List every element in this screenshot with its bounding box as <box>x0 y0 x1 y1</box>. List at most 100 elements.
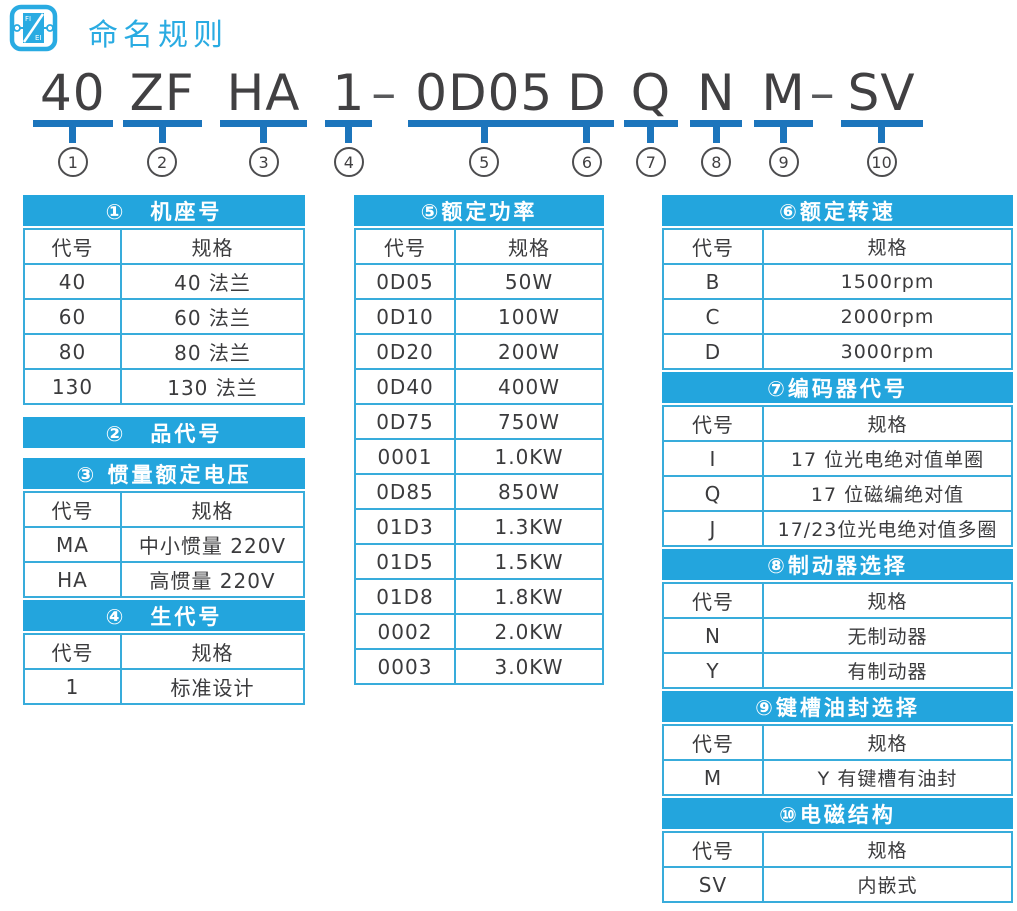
cell-spec: 无制动器 <box>847 626 928 648</box>
cell-spec: Y 有键槽有油封 <box>817 768 958 790</box>
segment-underline <box>325 120 373 127</box>
model-segment-encoder: Q 7 <box>623 64 679 177</box>
col-header-spec: 规格 <box>867 840 908 862</box>
cell-code: 80 <box>25 335 122 368</box>
cell-code: 1 <box>25 670 122 703</box>
cell-spec: 17 位磁编绝对值 <box>810 484 965 506</box>
section-banner-9: ⑨键槽油封选择 <box>662 691 1013 722</box>
table-row: 0002 2.0KW <box>356 615 602 650</box>
cell-code: 60 <box>25 300 122 333</box>
keyway-seal-table: 代号 规格 M Y 有键槽有油封 <box>662 724 1013 796</box>
table-row: N 无制动器 <box>664 619 1011 654</box>
cell-spec: 17 位光电绝对值单圈 <box>790 449 985 471</box>
cell-code: I <box>664 442 764 475</box>
cell-spec: 40 法兰 <box>174 271 251 295</box>
cell-spec: 内嵌式 <box>857 875 918 897</box>
cell-spec: 1500rpm <box>840 270 935 293</box>
col-header-code: 代号 <box>664 230 764 263</box>
cell-spec: 60 法兰 <box>174 306 251 330</box>
col-header-spec: 规格 <box>191 236 234 260</box>
table-row: 01D8 1.8KW <box>356 580 602 615</box>
cell-code: 0D05 <box>356 265 456 298</box>
table-row: D 3000rpm <box>664 335 1011 368</box>
callout-circle-10: 10 <box>866 147 897 177</box>
cell-code: J <box>664 512 764 545</box>
segment-text: Q <box>630 64 672 122</box>
cell-code: M <box>664 761 764 794</box>
column-right: ⑥额定转速 代号 规格 B 1500rpm C 2000rpm D 3000rp… <box>662 193 1013 903</box>
cell-spec: 200W <box>498 339 560 364</box>
model-dash: – <box>371 68 397 118</box>
cell-code: 01D3 <box>356 510 456 543</box>
table-row: 0D05 50W <box>356 265 602 300</box>
table-row: C 2000rpm <box>664 300 1011 335</box>
table-header-row: 代号 规格 <box>25 230 303 265</box>
segment-text: 0D05 <box>415 64 554 122</box>
callout-circle-2: 2 <box>147 147 178 177</box>
page-title: 命名规则 <box>88 18 228 53</box>
cell-spec: 400W <box>498 374 560 399</box>
table-row: 0D40 400W <box>356 370 602 405</box>
cell-code: C <box>664 300 764 333</box>
cell-spec: 3000rpm <box>840 340 935 363</box>
model-segment-frame: 40 1 <box>33 68 113 177</box>
cell-spec: 标准设计 <box>170 676 255 700</box>
cell-spec: 100W <box>498 304 560 329</box>
table-row: 01D3 1.3KW <box>356 510 602 545</box>
cell-spec: 130 法兰 <box>167 376 258 400</box>
col-header-spec: 规格 <box>867 591 908 613</box>
segment-text: M <box>761 64 806 122</box>
rated-speed-table: 代号 规格 B 1500rpm C 2000rpm D 3000rpm <box>662 228 1013 370</box>
svg-text:EI: EI <box>35 34 42 42</box>
cell-spec: 高惯量 220V <box>149 569 276 593</box>
col-header-code: 代号 <box>25 493 122 526</box>
model-code: 40 1 ZF 2 HA 3 1 4 – 0D05 <box>33 64 923 177</box>
col-header-code: 代号 <box>25 635 122 668</box>
table-row: B 1500rpm <box>664 265 1011 300</box>
col-header-code: 代号 <box>664 407 764 440</box>
cell-code: D <box>664 335 764 368</box>
model-segment-design: 1 4 <box>325 68 373 177</box>
table-row: MA 中小惯量 220V <box>25 528 303 563</box>
table-header-row: 代号 规格 <box>664 833 1011 868</box>
cell-code: 0002 <box>356 615 456 648</box>
section-banner-7: ⑦编码器代号 <box>662 372 1013 403</box>
callout-circle-3: 3 <box>248 147 279 177</box>
section-banner-2: ② 品代号 <box>23 417 305 448</box>
cell-spec: 1.8KW <box>494 584 564 609</box>
cell-spec: 2.0KW <box>494 619 564 644</box>
brake-option-table: 代号 规格 N 无制动器 Y 有制动器 <box>662 582 1013 689</box>
table-row: Y 有制动器 <box>664 654 1011 687</box>
callout-circle-5: 5 <box>469 147 500 177</box>
table-row: 0D20 200W <box>356 335 602 370</box>
section-banner-4: ④ 生代号 <box>23 600 305 631</box>
table-row: I 17 位光电绝对值单圈 <box>664 442 1011 477</box>
cell-code: N <box>664 619 764 652</box>
col-header-spec: 规格 <box>867 414 908 436</box>
cell-code: 01D8 <box>356 580 456 613</box>
table-row: 01D5 1.5KW <box>356 545 602 580</box>
cell-spec: 1.3KW <box>494 514 564 539</box>
segment-underline <box>754 120 813 127</box>
cell-code: 0D20 <box>356 335 456 368</box>
model-segment-speed: D 6 <box>560 68 614 177</box>
table-row: J 17/23位光电绝对值多圈 <box>664 512 1011 545</box>
table-row: 60 60 法兰 <box>25 300 303 335</box>
segment-underline <box>219 120 308 127</box>
table-row: 0003 3.0KW <box>356 650 602 683</box>
col-header-code: 代号 <box>664 726 764 759</box>
model-dash: – <box>810 68 836 118</box>
callout-circle-8: 8 <box>701 147 732 177</box>
cell-spec: 中小惯量 220V <box>138 534 287 558</box>
section-banner-3: ③ 惯量额定电压 <box>23 458 305 489</box>
cell-code: 0D40 <box>356 370 456 403</box>
segment-underline <box>560 120 614 127</box>
callout-circle-1: 1 <box>57 147 88 177</box>
column-middle: ⑤额定功率 代号 规格 0D05 50W 0D10 100W 0D20 200W… <box>354 193 604 685</box>
callout-circle-6: 6 <box>571 147 602 177</box>
section-banner-8: ⑧制动器选择 <box>662 549 1013 580</box>
table-row: 1 标准设计 <box>25 670 303 703</box>
table-row: 130 130 法兰 <box>25 370 303 403</box>
segment-text: ZF <box>129 64 195 122</box>
col-header-code: 代号 <box>664 584 764 617</box>
